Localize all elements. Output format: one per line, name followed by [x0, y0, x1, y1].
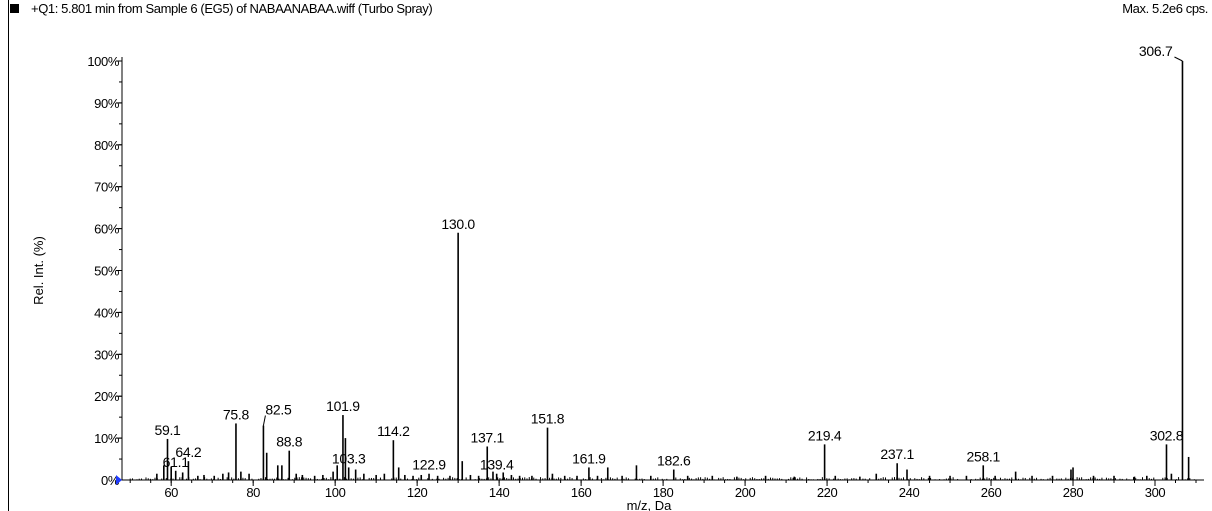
peak-label-leader: [1174, 56, 1183, 62]
y-tick-label: 30%: [94, 347, 120, 362]
y-tick-label: 50%: [94, 264, 120, 279]
x-tick-label: 260: [981, 485, 1002, 500]
x-tick-label: 60: [164, 485, 178, 500]
peak-label: 130.0: [441, 216, 475, 232]
peak-label: 59.1: [154, 422, 181, 438]
x-tick-label: 280: [1063, 485, 1084, 500]
y-tick-label: 100%: [87, 54, 119, 69]
peak-label: 75.8: [223, 406, 250, 422]
peak-label: 101.9: [326, 398, 360, 414]
x-tick-label: 240: [899, 485, 920, 500]
y-tick-label: 20%: [94, 389, 120, 404]
y-tick-label: 70%: [94, 180, 120, 195]
peak-label: 137.1: [470, 429, 504, 445]
peak-label: 88.8: [276, 434, 303, 450]
peak-label: 258.1: [966, 448, 1000, 464]
x-tick-label: 140: [489, 485, 510, 500]
x-tick-label: 100: [325, 485, 346, 500]
spectrum-trace: [129, 61, 1195, 480]
x-tick-label: 200: [735, 485, 756, 500]
window-left-border: [8, 0, 9, 511]
x-tick-label: 80: [246, 485, 260, 500]
x-axis-title: m/z, Da: [627, 498, 673, 511]
peak-label: 302.8: [1150, 427, 1184, 443]
y-axis-title: Rel. Int. (%): [31, 236, 46, 305]
x-tick-label: 180: [653, 485, 674, 500]
peak-label: 151.8: [531, 411, 565, 427]
y-tick-label: 90%: [94, 96, 120, 111]
origin-marker-icon: [116, 475, 122, 485]
peak-label: 306.7: [1139, 43, 1173, 59]
peak-label: 182.6: [657, 453, 691, 469]
peak-label: 61.1: [163, 454, 190, 470]
peak-label: 114.2: [377, 423, 410, 439]
peak-label: 103.3: [332, 450, 366, 466]
y-tick-label: 80%: [94, 138, 120, 153]
x-tick-label: 120: [407, 485, 428, 500]
chart-axes: 0% 10% 20% 30% 40% 50% 60% 70% 80% 90% 100% 60 80 100…: [31, 54, 1204, 511]
pane-marker-square-icon[interactable]: [10, 4, 19, 13]
peak-label: 82.5: [265, 402, 292, 418]
y-tick-label: 0%: [101, 473, 120, 488]
x-tick-label: 160: [571, 485, 592, 500]
peak-label: 161.9: [572, 450, 606, 466]
peak-label: 219.4: [808, 427, 842, 443]
x-tick-label: 300: [1145, 485, 1166, 500]
max-intensity-label: Max. 5.2e6 cps.: [1122, 1, 1208, 16]
x-tick-label: 220: [817, 485, 838, 500]
spectrum-title: +Q1: 5.801 min from Sample 6 (EG5) of NA…: [31, 1, 433, 16]
peak-labels: 59.1 61.164.2 75.8 82.5 88.8 101.9 103.3 114.2 1…: [154, 43, 1184, 473]
y-tick-label: 40%: [94, 305, 120, 320]
peak-label-leader: [262, 415, 266, 426]
peak-label: 139.4: [480, 457, 514, 473]
y-tick-label: 60%: [94, 222, 120, 237]
y-tick-label: 10%: [94, 431, 120, 446]
peak-label: 122.9: [412, 457, 446, 473]
peak-label: 64.2: [175, 444, 202, 460]
peak-label: 237.1: [880, 446, 914, 462]
